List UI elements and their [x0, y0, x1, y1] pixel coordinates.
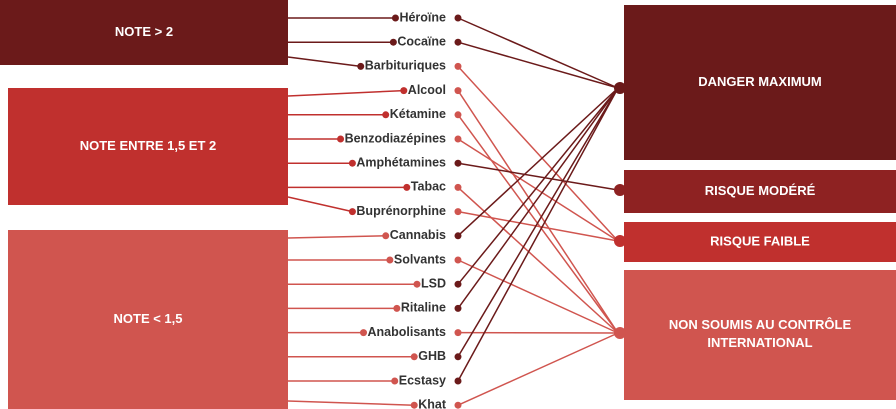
substance-dot-right — [454, 377, 462, 385]
group-box — [8, 230, 288, 409]
substance-dot-left — [403, 183, 411, 191]
group-connector — [287, 89, 404, 97]
substance-dot-left — [410, 401, 418, 409]
category-connector — [457, 114, 619, 334]
category-connector — [457, 186, 619, 334]
substance-label: Alcool — [408, 83, 446, 97]
substance-dot-left — [413, 280, 421, 288]
substance-dot-right — [454, 135, 462, 143]
substance-dot-left — [337, 135, 345, 143]
category-dot — [614, 327, 626, 339]
category-label: NON SOUMIS AU CONTRÔLE INTERNATIONAL — [669, 317, 852, 350]
category-connector — [457, 162, 619, 191]
substance-label: Cocaïne — [397, 34, 446, 48]
substance-label: Ecstasy — [399, 373, 446, 387]
substance-dot-right — [454, 280, 462, 288]
substance-label: Buprénorphine — [356, 204, 446, 218]
category-box — [624, 222, 896, 262]
substance-label: Benzodiazépines — [345, 131, 446, 145]
category-connector — [457, 87, 619, 382]
substance-dot-left — [348, 208, 356, 216]
substance-label: Kétamine — [390, 107, 446, 121]
category-label: DANGER MAXIMUM — [698, 74, 822, 89]
substance-dot-right — [454, 183, 462, 191]
substance-dot-left — [348, 159, 356, 167]
substance-dot-left — [393, 304, 401, 312]
category-connector — [457, 87, 619, 237]
category-box — [624, 5, 896, 160]
substance-dot-right — [454, 232, 462, 240]
substance-dot-right — [454, 304, 462, 312]
category-connector — [457, 87, 619, 285]
group-box — [0, 0, 288, 65]
substance-dot-right — [454, 62, 462, 70]
substance-dot-left — [400, 87, 408, 95]
substance-dot-right — [454, 208, 462, 216]
substance-dot-left — [410, 353, 418, 361]
group-label: NOTE < 1,5 — [114, 311, 183, 326]
group-box — [8, 88, 288, 205]
substance-dot-left — [386, 256, 394, 264]
substance-label: Barbituriques — [365, 59, 446, 73]
group-label: NOTE > 2 — [115, 24, 173, 39]
category-connector — [457, 332, 619, 406]
substance-label: Cannabis — [390, 228, 446, 242]
category-box — [624, 270, 896, 400]
category-connector — [457, 87, 619, 309]
substance-label: Anabolisants — [368, 325, 447, 339]
category-label: RISQUE MODÉRÉ — [705, 183, 816, 198]
category-dot — [614, 82, 626, 94]
substance-dot-left — [357, 62, 365, 70]
substance-dot-left — [389, 38, 397, 46]
category-connector — [457, 65, 619, 242]
group-connector — [287, 56, 361, 68]
substance-label: Héroïne — [399, 10, 446, 24]
group-connector — [287, 196, 353, 213]
substance-dot-right — [454, 87, 462, 95]
category-connector — [457, 87, 619, 358]
substance-dot-right — [454, 14, 462, 22]
category-connector — [457, 17, 619, 89]
substance-label: Ritaline — [401, 301, 446, 315]
substance-dot-left — [382, 232, 390, 240]
substance-label: Tabac — [411, 180, 446, 194]
substance-dot-left — [391, 14, 399, 22]
substance-label: GHB — [418, 349, 446, 363]
substance-dot-right — [454, 159, 462, 167]
connectors — [287, 17, 619, 406]
category-connector — [457, 90, 619, 334]
substance-dot-left — [382, 111, 390, 119]
substance-label: Amphétamines — [356, 155, 446, 169]
substance-dot-left — [391, 377, 399, 385]
category-connector — [457, 138, 619, 242]
category-connector — [457, 210, 619, 242]
substance-dot-right — [454, 111, 462, 119]
substance-dot-right — [454, 329, 462, 337]
category-dot — [614, 235, 626, 247]
substance-label: Solvants — [394, 252, 446, 266]
category-label: RISQUE FAIBLE — [710, 233, 810, 248]
group-label: NOTE ENTRE 1,5 ET 2 — [80, 138, 217, 153]
substance-label: Khat — [418, 397, 447, 409]
group-connector — [287, 400, 415, 406]
substance-dot-right — [454, 38, 462, 46]
group-connector — [287, 235, 386, 239]
substance-dot-right — [454, 353, 462, 361]
substance-label: LSD — [421, 276, 446, 290]
substance-dot-right — [454, 256, 462, 264]
category-box — [624, 170, 896, 213]
substance-dot-left — [360, 329, 367, 337]
category-dot — [614, 184, 626, 196]
category-connector — [457, 41, 619, 89]
substance-dot-right — [454, 401, 462, 409]
